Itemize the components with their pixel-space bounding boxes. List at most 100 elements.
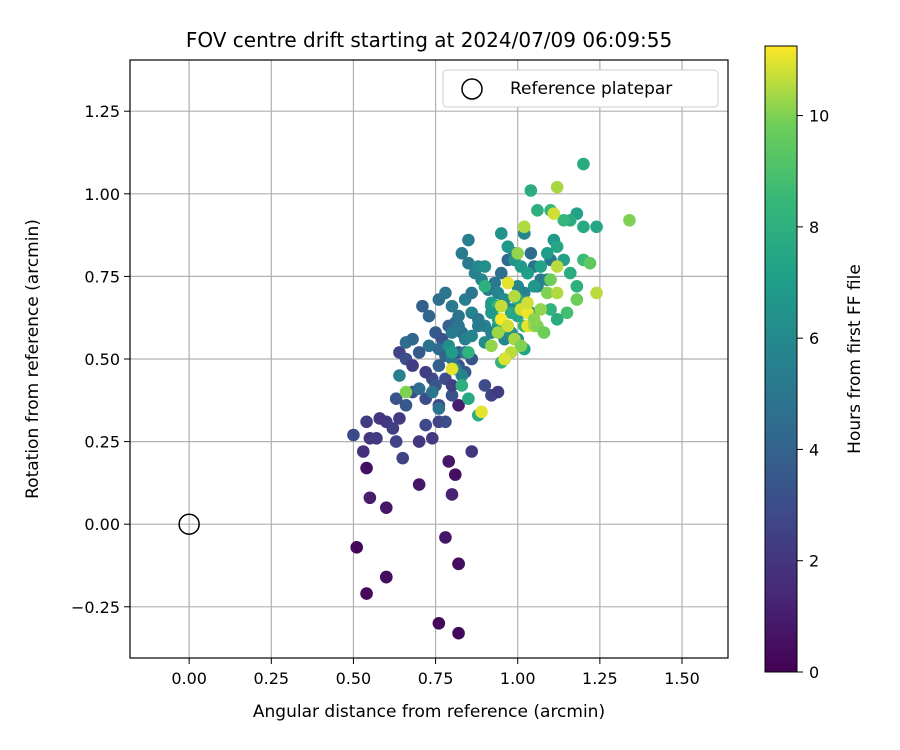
data-point xyxy=(478,280,492,293)
y-tick-label: −0.25 xyxy=(71,598,120,617)
data-point xyxy=(544,273,557,287)
data-point xyxy=(537,326,551,339)
data-point xyxy=(550,240,564,253)
data-point xyxy=(389,392,403,405)
data-point xyxy=(399,398,413,412)
colorbar-label: Hours from first FF file xyxy=(845,264,865,454)
x-tick-label: 1.25 xyxy=(582,669,618,688)
data-point xyxy=(422,309,436,323)
data-point xyxy=(491,385,505,399)
reference-platepar-marker xyxy=(178,513,200,535)
data-point xyxy=(393,369,406,382)
x-axis-label: Angular distance from reference (arcmin) xyxy=(253,702,605,722)
colorbar-tick-label: 10 xyxy=(809,107,829,126)
data-point xyxy=(419,365,433,379)
y-tick-label: 0.50 xyxy=(84,350,120,369)
data-point xyxy=(455,369,469,382)
data-point xyxy=(452,398,465,412)
y-tick-label: 0.75 xyxy=(84,267,120,286)
colorbar-tick-label: 6 xyxy=(809,329,819,348)
legend-marker-circle-icon xyxy=(461,78,483,100)
data-point xyxy=(590,220,603,234)
x-tick-label: 1.50 xyxy=(664,669,700,688)
chart-title: FOV centre drift starting at 2024/07/09 … xyxy=(186,28,672,52)
data-point xyxy=(462,233,475,247)
data-point xyxy=(623,213,636,227)
legend-label: Reference platepar xyxy=(510,79,672,99)
data-point xyxy=(547,207,561,220)
data-point xyxy=(508,289,521,303)
x-tick-label: 0.00 xyxy=(171,669,207,688)
data-point xyxy=(494,299,508,313)
data-point xyxy=(442,455,456,468)
data-point xyxy=(439,415,452,429)
data-points xyxy=(347,157,636,640)
data-point xyxy=(347,428,360,442)
data-point xyxy=(445,379,459,392)
data-point xyxy=(452,309,465,323)
colorbar-ticks: 0 2 4 6 8 10 xyxy=(797,107,829,682)
data-point xyxy=(485,339,498,353)
data-point xyxy=(379,501,393,514)
data-point xyxy=(360,587,373,600)
data-point xyxy=(583,256,597,270)
data-point xyxy=(363,491,377,505)
data-point xyxy=(439,286,452,300)
data-point xyxy=(465,445,479,458)
data-point xyxy=(406,359,419,372)
data-point xyxy=(511,246,525,260)
data-point xyxy=(452,557,465,571)
data-point xyxy=(517,220,531,234)
y-tick-label: 1.25 xyxy=(84,102,120,121)
data-point xyxy=(590,286,603,300)
data-point xyxy=(494,266,508,280)
data-point xyxy=(524,184,538,197)
x-tick-label: 1.00 xyxy=(500,669,536,688)
data-point xyxy=(550,180,564,194)
data-point xyxy=(462,346,475,359)
data-point xyxy=(570,280,584,293)
colorbar-tick-label: 2 xyxy=(809,552,819,571)
data-point xyxy=(445,389,459,402)
data-point xyxy=(399,385,413,399)
data-point xyxy=(356,445,370,458)
data-point xyxy=(425,385,439,399)
data-point xyxy=(550,286,564,300)
data-point xyxy=(416,299,429,313)
data-point xyxy=(439,531,452,544)
data-point xyxy=(465,329,479,343)
y-axis-label: Rotation from reference (arcmin) xyxy=(23,219,43,499)
data-point xyxy=(445,346,459,359)
data-point xyxy=(563,266,577,280)
data-point xyxy=(452,319,465,333)
reference-marker xyxy=(178,513,200,535)
data-point xyxy=(485,306,498,320)
data-point xyxy=(445,299,459,313)
data-point xyxy=(540,286,554,300)
data-point xyxy=(412,478,426,491)
y-axis-ticks: −0.25 0.00 0.25 0.50 0.75 1.00 1.25 xyxy=(71,102,130,617)
data-point xyxy=(393,412,406,425)
data-point xyxy=(478,379,492,392)
data-point xyxy=(396,451,410,465)
data-point xyxy=(534,260,548,273)
data-point xyxy=(550,313,564,326)
data-point xyxy=(521,296,534,310)
data-point xyxy=(412,435,426,448)
data-point xyxy=(445,362,459,376)
data-point xyxy=(491,326,505,339)
data-point xyxy=(370,431,383,445)
data-point xyxy=(527,280,541,293)
data-point xyxy=(419,418,433,432)
x-tick-label: 0.25 xyxy=(253,669,289,688)
data-point xyxy=(412,346,426,359)
x-tick-label: 0.50 xyxy=(336,669,372,688)
data-point xyxy=(531,204,544,217)
data-point xyxy=(494,227,508,240)
data-point xyxy=(462,392,475,405)
data-point xyxy=(471,319,485,333)
data-point xyxy=(501,240,515,253)
data-point xyxy=(455,379,469,392)
legend: Reference platepar xyxy=(442,69,719,108)
